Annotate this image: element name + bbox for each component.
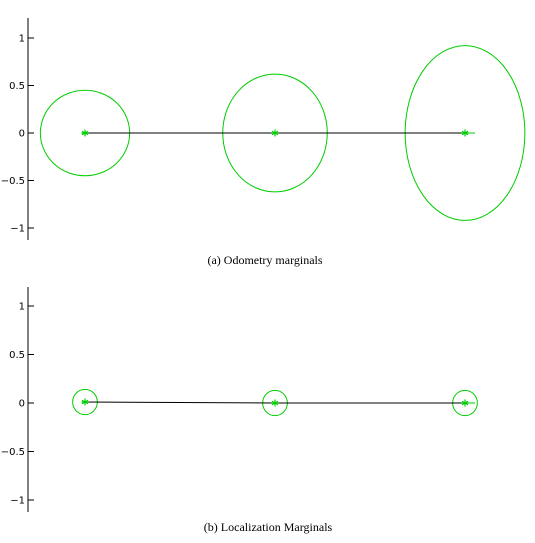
pose-marker — [461, 129, 469, 137]
y-tick-label: −0.5 — [1, 447, 25, 458]
caption-odometry: (a) Odometry marginals — [207, 253, 322, 267]
y-tick-label: 0 — [19, 399, 25, 410]
y-tick-label: 0.5 — [9, 81, 25, 92]
path-segment — [84, 401, 276, 404]
y-tick-label: 1 — [19, 34, 25, 45]
pose-marker — [461, 399, 469, 407]
caption-localization: (b) Localization Marginals — [204, 520, 333, 534]
pose-marker — [81, 129, 89, 137]
y-tick-label: 0 — [19, 129, 25, 140]
pose-marker — [271, 129, 279, 137]
y-tick-label: −1 — [10, 224, 25, 235]
y-tick-label: 0.5 — [9, 350, 25, 361]
y-tick-label: −0.5 — [1, 176, 25, 187]
pose-marker — [271, 399, 279, 407]
odometry-marginals-panel: 1 0.5 0 −0.5 −1 — [1, 18, 526, 240]
y-tick-label: −1 — [10, 496, 25, 507]
pose-marker — [81, 398, 89, 406]
localization-marginals-panel: 1 0.5 0 −0.5 −1 — [1, 287, 478, 512]
y-tick-label: 1 — [19, 302, 25, 313]
